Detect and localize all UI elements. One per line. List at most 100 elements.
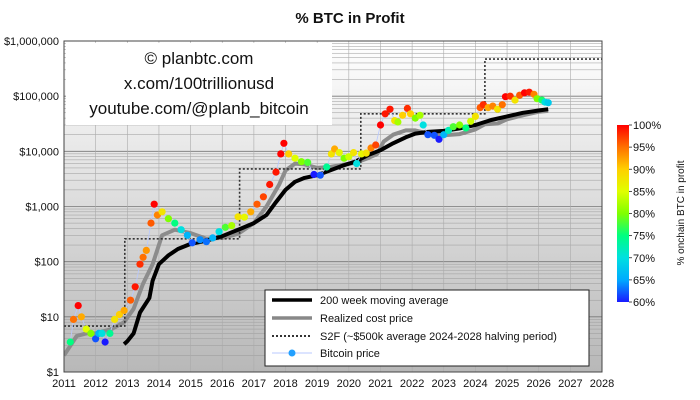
bitcoin-price-point: [142, 246, 150, 254]
bitcoin-price-point: [92, 335, 100, 343]
legend-swatch-price-dot: [288, 349, 296, 357]
bitcoin-price-point: [74, 302, 82, 310]
bitcoin-price-point: [280, 139, 288, 147]
x-tick-label: 2013: [115, 378, 139, 390]
x-tick-label: 2025: [495, 378, 519, 390]
colorbar-ticks: 100% 95% 90% 85% 80% 75% 70% 65% 60%: [629, 120, 661, 309]
x-tick-label: 2021: [368, 378, 392, 390]
bitcoin-price-point: [440, 131, 448, 139]
bitcoin-price-point: [430, 131, 438, 139]
bitcoin-price-point: [498, 101, 506, 109]
bitcoin-price-point: [139, 253, 147, 261]
y-tick-label: $1,000,000: [4, 36, 59, 48]
colorbar-gradient: [617, 125, 629, 302]
watermark-line-2: x.com/100trillionusd: [124, 74, 274, 93]
colorbar: 100% 95% 90% 85% 80% 75% 70% 65% 60% % onchain B…: [617, 120, 687, 309]
legend-box: [264, 289, 590, 367]
bitcoin-price-point: [164, 215, 172, 223]
bitcoin-price-point: [158, 208, 166, 216]
bitcoin-price-point: [316, 171, 324, 179]
bitcoin-price-point: [98, 329, 106, 337]
bitcoin-price-point: [228, 222, 236, 230]
realized-cost-line: [64, 108, 549, 357]
bitcoin-price-point: [416, 111, 424, 119]
bitcoin-price-point: [435, 135, 443, 143]
colorbar-tick-label: 65%: [633, 275, 655, 287]
x-tick-label: 2026: [526, 378, 550, 390]
bitcoin-price-point: [66, 338, 74, 346]
bitcoin-price-point: [87, 329, 95, 337]
bitcoin-price-point: [345, 153, 353, 161]
chart-title: % BTC in Profit: [295, 10, 404, 27]
legend-label-ma200: 200 week moving average: [320, 295, 448, 307]
x-tick-label: 2017: [242, 378, 266, 390]
bitcoin-price-point: [406, 110, 415, 118]
bitcoin-price-point: [291, 154, 299, 162]
s2f-line: [64, 58, 602, 327]
bitcoin-price-point: [399, 111, 407, 119]
x-tick-label: 2016: [210, 378, 234, 390]
bitcoin-price-point: [297, 158, 305, 166]
watermark-line-1: © planbtc.com: [145, 49, 254, 68]
bitcoin-price-point: [353, 160, 361, 168]
watermark-box: © planbtc.com x.com/100trillionusd youtu…: [66, 43, 332, 125]
y-tick-label: $1: [47, 367, 59, 379]
bitcoin-price-point: [462, 124, 470, 132]
bitcoin-price-point: [403, 104, 411, 112]
bitcoin-price-point: [111, 315, 119, 323]
bitcoin-price-point: [183, 231, 191, 239]
x-tick-label: 2014: [147, 378, 171, 390]
bitcoin-price-point: [272, 168, 280, 176]
colorbar-tick-label: 70%: [633, 253, 655, 265]
bitcoin-price-point: [323, 163, 331, 171]
y-tick-label: $100,000: [13, 91, 59, 103]
colorbar-tick-label: 100%: [633, 120, 661, 132]
bitcoin-price-point: [131, 283, 139, 291]
bitcoin-price-point: [77, 313, 85, 321]
bitcoin-price-point: [449, 123, 457, 131]
bitcoin-price-point: [106, 329, 114, 337]
bitcoin-price-point: [82, 325, 90, 333]
bitcoin-price-point: [247, 208, 255, 216]
bitcoin-price-point: [209, 234, 217, 242]
bitcoin-price-point: [277, 150, 285, 158]
bitcoin-price-point: [120, 306, 128, 315]
bitcoin-price-point: [150, 200, 158, 208]
colorbar-label: % onchain BTC in profit: [676, 160, 687, 265]
y-axis-ticks: $1 $10 $100 $1,000 $10,000 $100,000 $1,000,000: [4, 36, 59, 379]
bitcoin-price-point: [234, 213, 242, 221]
bitcoin-price-point: [253, 200, 261, 208]
bitcoin-price-point: [381, 110, 389, 118]
bitcoin-price-point: [196, 236, 204, 244]
bitcoin-price-point: [394, 118, 402, 126]
bitcoin-price-point: [335, 149, 343, 157]
plot-border: [63, 40, 603, 373]
legend-label-realized: Realized cost price: [320, 313, 413, 325]
bitcoin-price-point: [147, 219, 155, 227]
x-tick-label: 2027: [558, 378, 582, 390]
colorbar-tick-label: 85%: [633, 186, 655, 198]
bitcoin-price-point: [69, 315, 78, 323]
bitcoin-price-point: [544, 99, 552, 107]
bitcoin-price-point: [419, 121, 427, 129]
legend: 200 week moving average Realized cost pr…: [264, 289, 590, 367]
bitcoin-price-point: [386, 105, 394, 113]
bitcoin-price-point: [259, 193, 267, 201]
x-tick-label: 2023: [432, 378, 456, 390]
colorbar-tick-label: 95%: [633, 142, 655, 154]
x-tick-label: 2015: [178, 378, 202, 390]
legend-label-price: Bitcoin price: [320, 348, 380, 360]
bitcoin-price-point: [376, 121, 385, 129]
y-tick-label: $10: [41, 312, 59, 324]
bitcoin-price-point: [188, 239, 196, 247]
bitcoin-price-point: [506, 92, 514, 100]
x-tick-label: 2011: [52, 378, 76, 390]
x-tick-label: 2018: [273, 378, 297, 390]
x-tick-label: 2028: [590, 378, 614, 390]
bitcoin-price-point: [456, 121, 464, 129]
bitcoin-price-point: [494, 105, 502, 113]
bitcoin-price-point: [221, 223, 229, 231]
x-tick-label: 2012: [83, 378, 107, 390]
bitcoin-price-point: [136, 260, 144, 268]
